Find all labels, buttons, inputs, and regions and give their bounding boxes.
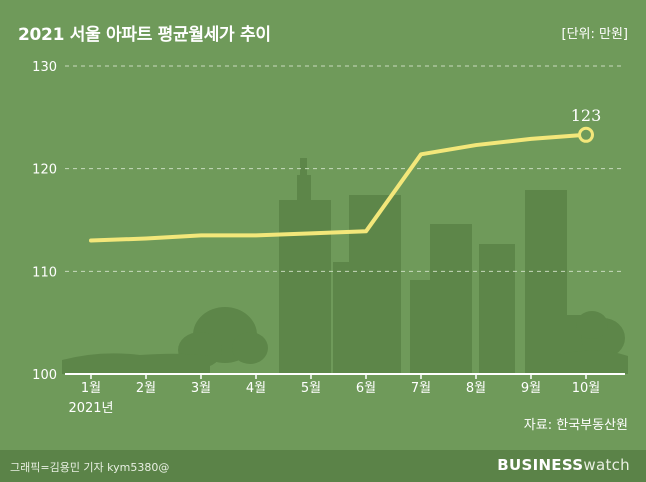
x-tick-label: 3월 [191,381,211,396]
x-tick-label: 4월 [246,381,266,396]
y-tick-label: 130 [32,60,57,75]
x-axis-ticks: 1월 2월 3월 4월 5월 6월 7월 8월 9월 10월 2021년 [68,374,600,416]
building [279,200,331,374]
y-axis-ticks: 100 110 120 130 [32,60,57,383]
x-tick-label: 1월 [81,381,101,396]
series-line [89,132,588,243]
tree [576,311,608,339]
building [525,190,567,374]
x-tick-label: 10월 [572,381,601,396]
data-point-marker [578,126,594,143]
x-tick-label: 5월 [301,381,321,396]
x-tick-label: 6월 [356,381,376,396]
brand-light-text: watch [583,456,630,474]
building [300,158,307,178]
x-tick-label: 7월 [411,381,431,396]
city-silhouette-background [62,158,628,374]
x-tick-label: 8월 [466,381,486,396]
brand-logo: BUSINESSwatch [497,456,630,474]
chart-title: 2021 서울 아파트 평균월세가 추이 [18,25,271,45]
building [349,195,401,374]
building [333,262,353,374]
tree [232,332,268,364]
series-layer: 123 [89,106,602,243]
x-tick-label: 2월 [136,381,156,396]
brand-bold-text: BUSINESS [497,456,584,474]
data-label: 123 [571,106,602,125]
building [430,224,472,374]
hill [560,350,628,374]
y-tick-label: 110 [32,265,57,280]
y-tick-label: 100 [32,368,57,383]
hill [62,353,210,374]
y-tick-label: 120 [32,163,57,178]
building [479,244,515,374]
building [297,175,311,205]
graphic-credit: 그래픽=김용민 기자 kym5380@ [10,461,170,474]
x-tick-label: 9월 [521,381,541,396]
x-axis-year-label: 2021년 [68,401,113,416]
source-note: 자료: 한국부동산원 [523,418,628,433]
unit-label: [단위: 만원] [561,27,629,42]
footer-bar: 그래픽=김용민 기자 kym5380@ BUSINESSwatch [0,450,646,482]
